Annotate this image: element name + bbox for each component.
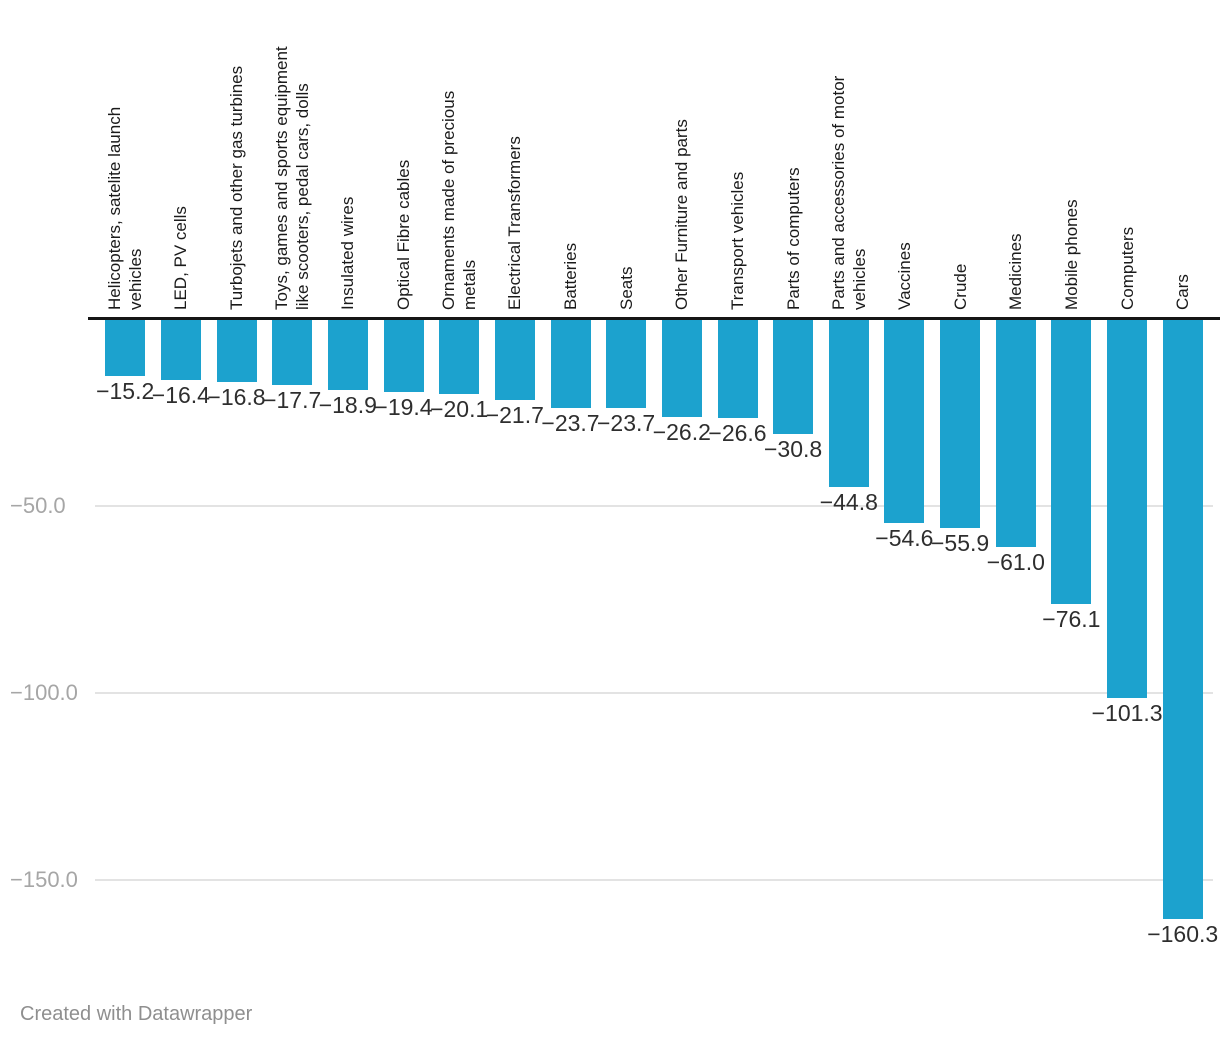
bar — [940, 320, 981, 528]
category-label: Insulated wires — [338, 196, 358, 310]
value-label: −26.2 — [652, 419, 711, 445]
category-label: Computers — [1117, 226, 1137, 310]
value-label: −30.8 — [763, 436, 823, 462]
y-tick-label: −100.0 — [10, 680, 78, 705]
value-label: −26.6 — [708, 420, 767, 446]
value-label: −61.0 — [986, 549, 1045, 575]
bar — [494, 320, 535, 400]
y-tick-label: −50.0 — [10, 493, 66, 518]
gridline — [95, 692, 1213, 694]
value-label: −17.7 — [263, 387, 322, 413]
category-label: Toys, games and sports equipment like sc… — [272, 46, 313, 310]
category-label: Crude — [950, 263, 970, 310]
datawrapper-credit: Created with Datawrapper — [20, 1003, 253, 1025]
value-label: −54.6 — [875, 525, 934, 551]
zero-axis-line — [88, 317, 1220, 320]
value-label: −19.4 — [374, 394, 433, 420]
value-label: −16.4 — [151, 382, 210, 408]
bar — [216, 320, 257, 382]
value-label: −101.3 — [1091, 700, 1163, 726]
bar — [439, 320, 480, 394]
category-label: Mobile phones — [1061, 199, 1081, 310]
value-label: −16.8 — [207, 384, 266, 410]
bar — [661, 320, 702, 417]
y-tick-label: −150.0 — [10, 867, 78, 892]
bar — [272, 320, 313, 385]
bar — [1051, 320, 1092, 604]
category-label: Parts and accessories of motor vehicles — [828, 75, 869, 310]
category-label: Optical Fibre cables — [394, 159, 413, 310]
category-label: Vaccines — [894, 242, 914, 310]
category-label: Other Furniture and parts — [672, 119, 692, 310]
value-label: −20.1 — [430, 396, 489, 422]
value-label: −21.7 — [485, 402, 544, 428]
value-label: −23.7 — [596, 410, 656, 436]
category-label: Electrical Transformers — [505, 136, 525, 310]
bar — [383, 320, 424, 392]
category-label: Helicopters, satelite launch vehicles — [105, 106, 146, 310]
value-label: −76.1 — [1042, 606, 1101, 632]
category-label: Turbojets and other gas turbines — [227, 65, 246, 310]
bar — [606, 320, 647, 408]
bar — [828, 320, 869, 487]
value-label: −15.2 — [96, 378, 155, 404]
category-label: Seats — [616, 266, 636, 310]
bar — [995, 320, 1036, 547]
bar — [550, 320, 591, 408]
category-label: Parts of computers — [783, 167, 803, 310]
value-label: −55.9 — [930, 530, 990, 556]
bar — [1162, 320, 1203, 919]
category-label: Transport vehicles — [728, 171, 747, 310]
bar — [160, 320, 201, 380]
bar — [1107, 320, 1148, 698]
category-label: Batteries — [561, 242, 580, 310]
category-label: Medicines — [1006, 233, 1026, 310]
bar — [105, 320, 146, 376]
bar — [884, 320, 925, 523]
category-label: LED, PV cells — [171, 206, 191, 310]
value-label: −23.7 — [541, 410, 600, 436]
gridline — [95, 505, 1213, 507]
value-label: −44.8 — [819, 489, 878, 515]
gridline — [95, 879, 1213, 881]
category-label: Cars — [1173, 274, 1193, 310]
bar — [717, 320, 758, 418]
value-label: −18.9 — [318, 392, 377, 418]
category-label: Ornaments made of precious metals — [439, 90, 480, 310]
bar — [327, 320, 368, 390]
value-label: −160.3 — [1147, 921, 1219, 947]
bar — [773, 320, 814, 434]
